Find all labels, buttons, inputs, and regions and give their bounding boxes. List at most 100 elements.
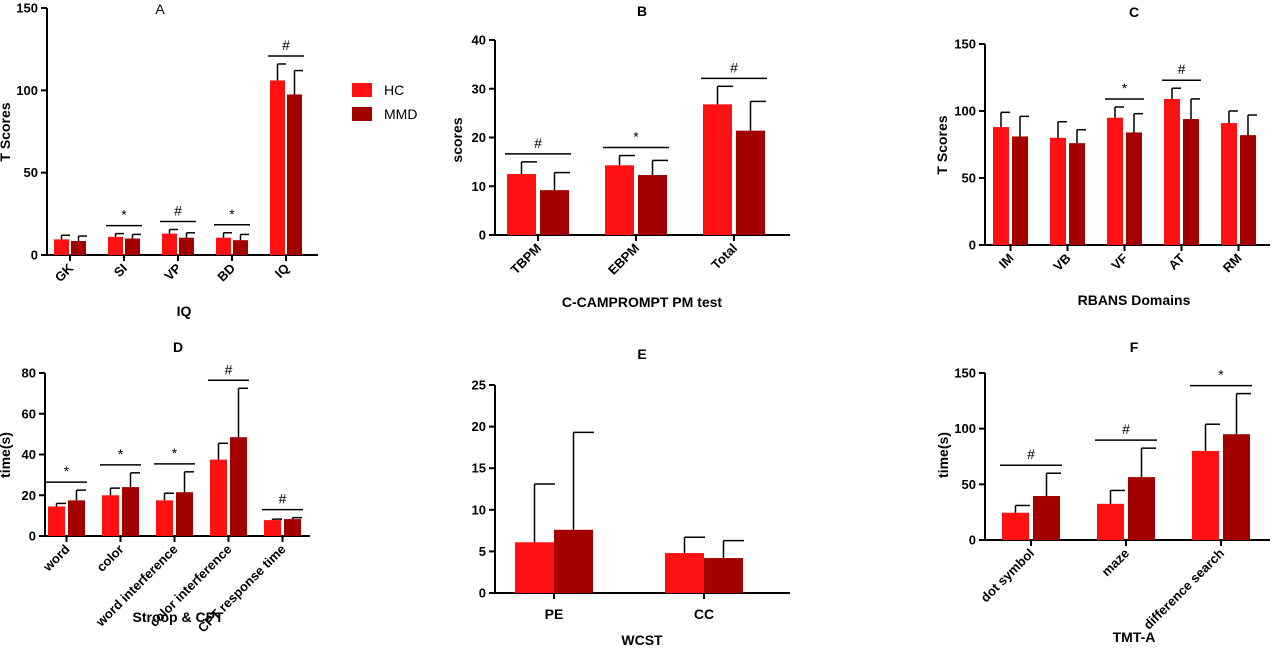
legend-swatch-hc bbox=[352, 83, 372, 97]
y-tick-label: 60 bbox=[22, 406, 36, 421]
significance-marker: # bbox=[225, 361, 233, 377]
legend: HC MMD bbox=[352, 78, 417, 126]
chart-panel-b: B 0 10 20 30 40 scores C-CAMPROMPT PM test TBPM #… bbox=[449, 3, 790, 310]
bar-mmd bbox=[1069, 143, 1085, 245]
bar-mmd bbox=[179, 237, 194, 255]
y-tick-label: 100 bbox=[16, 83, 38, 98]
legend-label-hc: HC bbox=[384, 82, 405, 98]
significance-marker: * bbox=[1218, 367, 1224, 383]
bar-mmd bbox=[1012, 136, 1028, 245]
legend-label-mmd: MMD bbox=[384, 106, 418, 122]
bar-mmd bbox=[638, 175, 667, 235]
significance-marker: # bbox=[534, 135, 542, 151]
x-tick-label: AT bbox=[1165, 250, 1187, 272]
y-tick-label: 100 bbox=[954, 421, 976, 436]
x-axis-label: C-CAMPROMPT PM test bbox=[562, 294, 723, 310]
bar-mmd bbox=[1240, 135, 1256, 245]
y-tick-label: 150 bbox=[16, 1, 38, 16]
x-tick-label: GK bbox=[52, 260, 77, 285]
bar-mmd bbox=[287, 94, 302, 255]
x-tick-label: CC bbox=[694, 606, 714, 622]
bar-mmd bbox=[1128, 477, 1155, 540]
significance-marker: * bbox=[64, 463, 70, 479]
y-tick-label: 0 bbox=[969, 533, 976, 548]
y-axis-label: T Scores bbox=[0, 102, 13, 161]
significance-marker: # bbox=[1122, 421, 1130, 437]
x-tick-label: dot symbol bbox=[977, 546, 1037, 606]
bar-hc bbox=[1107, 117, 1123, 245]
bar-mmd bbox=[71, 241, 86, 255]
x-tick-label: Total bbox=[708, 241, 740, 273]
bar-mmd bbox=[736, 130, 765, 235]
x-axis-label: RBANS Domains bbox=[1078, 292, 1191, 308]
significance-marker: # bbox=[730, 59, 738, 75]
chart-title: F bbox=[1130, 339, 1139, 355]
bar-hc bbox=[1221, 123, 1237, 245]
legend-item-hc: HC bbox=[352, 78, 417, 102]
y-tick-label: 10 bbox=[472, 179, 486, 194]
y-axis-label: time(s) bbox=[0, 432, 13, 478]
chart-panel-a: A 0 50 100 150 T Scores IQ GK SI * VP # BD * IQ # bbox=[0, 1, 318, 319]
legend-item-mmd: MMD bbox=[352, 102, 417, 126]
bar-mmd bbox=[704, 558, 743, 593]
x-tick-label: TBPM bbox=[507, 241, 544, 278]
x-tick-label: BD bbox=[214, 261, 238, 285]
significance-marker: * bbox=[121, 207, 127, 223]
chart-panel-d: D 0 20 40 60 80 time(s) Stroop & CPT word * color *… bbox=[0, 339, 310, 635]
y-tick-label: 20 bbox=[472, 130, 486, 145]
bar-mmd bbox=[1223, 434, 1250, 540]
chart-title: C bbox=[1129, 4, 1139, 20]
x-tick-label: VP bbox=[161, 260, 184, 283]
significance-marker: # bbox=[1027, 446, 1035, 462]
bar-mmd bbox=[540, 190, 569, 235]
legend-swatch-mmd bbox=[352, 107, 372, 121]
bar-hc bbox=[108, 236, 123, 255]
bar-mmd bbox=[284, 519, 301, 536]
significance-marker: # bbox=[279, 491, 287, 507]
bar-mmd bbox=[125, 238, 140, 255]
chart-title: E bbox=[637, 346, 646, 362]
bar-mmd bbox=[176, 492, 193, 536]
bar-mmd bbox=[1033, 496, 1060, 540]
bar-hc bbox=[270, 80, 285, 255]
bar-hc bbox=[515, 542, 554, 593]
y-tick-label: 50 bbox=[962, 477, 976, 492]
y-tick-label: 50 bbox=[962, 171, 976, 186]
chart-title: B bbox=[637, 3, 647, 19]
y-tick-label: 40 bbox=[22, 447, 36, 462]
x-tick-label: PE bbox=[545, 606, 564, 622]
y-tick-label: 5 bbox=[479, 544, 486, 559]
y-tick-label: 0 bbox=[479, 586, 486, 601]
y-tick-label: 20 bbox=[472, 419, 486, 434]
x-tick-label: IM bbox=[996, 251, 1017, 272]
bar-mmd bbox=[554, 529, 593, 593]
y-tick-label: 80 bbox=[22, 366, 36, 381]
y-tick-label: 10 bbox=[472, 502, 486, 517]
bar-hc bbox=[703, 104, 732, 235]
significance-marker: # bbox=[174, 202, 182, 218]
bar-mmd bbox=[230, 437, 247, 536]
y-tick-label: 150 bbox=[954, 37, 976, 52]
significance-marker: * bbox=[229, 206, 235, 222]
bar-hc bbox=[993, 127, 1009, 245]
bar-hc bbox=[216, 237, 231, 255]
chart-title: A bbox=[155, 1, 165, 17]
bar-hc bbox=[1192, 450, 1219, 540]
y-tick-label: 0 bbox=[29, 529, 36, 544]
x-tick-label: VF bbox=[1108, 250, 1130, 272]
bar-mmd bbox=[122, 487, 139, 536]
x-tick-label: word bbox=[39, 541, 72, 574]
y-tick-label: 150 bbox=[954, 366, 976, 381]
bar-mmd bbox=[1183, 119, 1199, 245]
significance-marker: * bbox=[633, 129, 639, 145]
y-tick-label: 0 bbox=[969, 238, 976, 253]
bar-hc bbox=[1050, 137, 1066, 245]
bar-hc bbox=[48, 506, 65, 536]
bar-hc bbox=[1097, 503, 1124, 540]
chart-panel-f: F 0 50 100 150 time(s) TMT-A dot symbol # maze # di… bbox=[935, 339, 1270, 645]
y-tick-label: 50 bbox=[24, 165, 38, 180]
y-tick-label: 0 bbox=[31, 248, 38, 263]
x-tick-label: RM bbox=[1220, 251, 1245, 276]
y-tick-label: 20 bbox=[22, 488, 36, 503]
chart-title: D bbox=[173, 339, 183, 355]
